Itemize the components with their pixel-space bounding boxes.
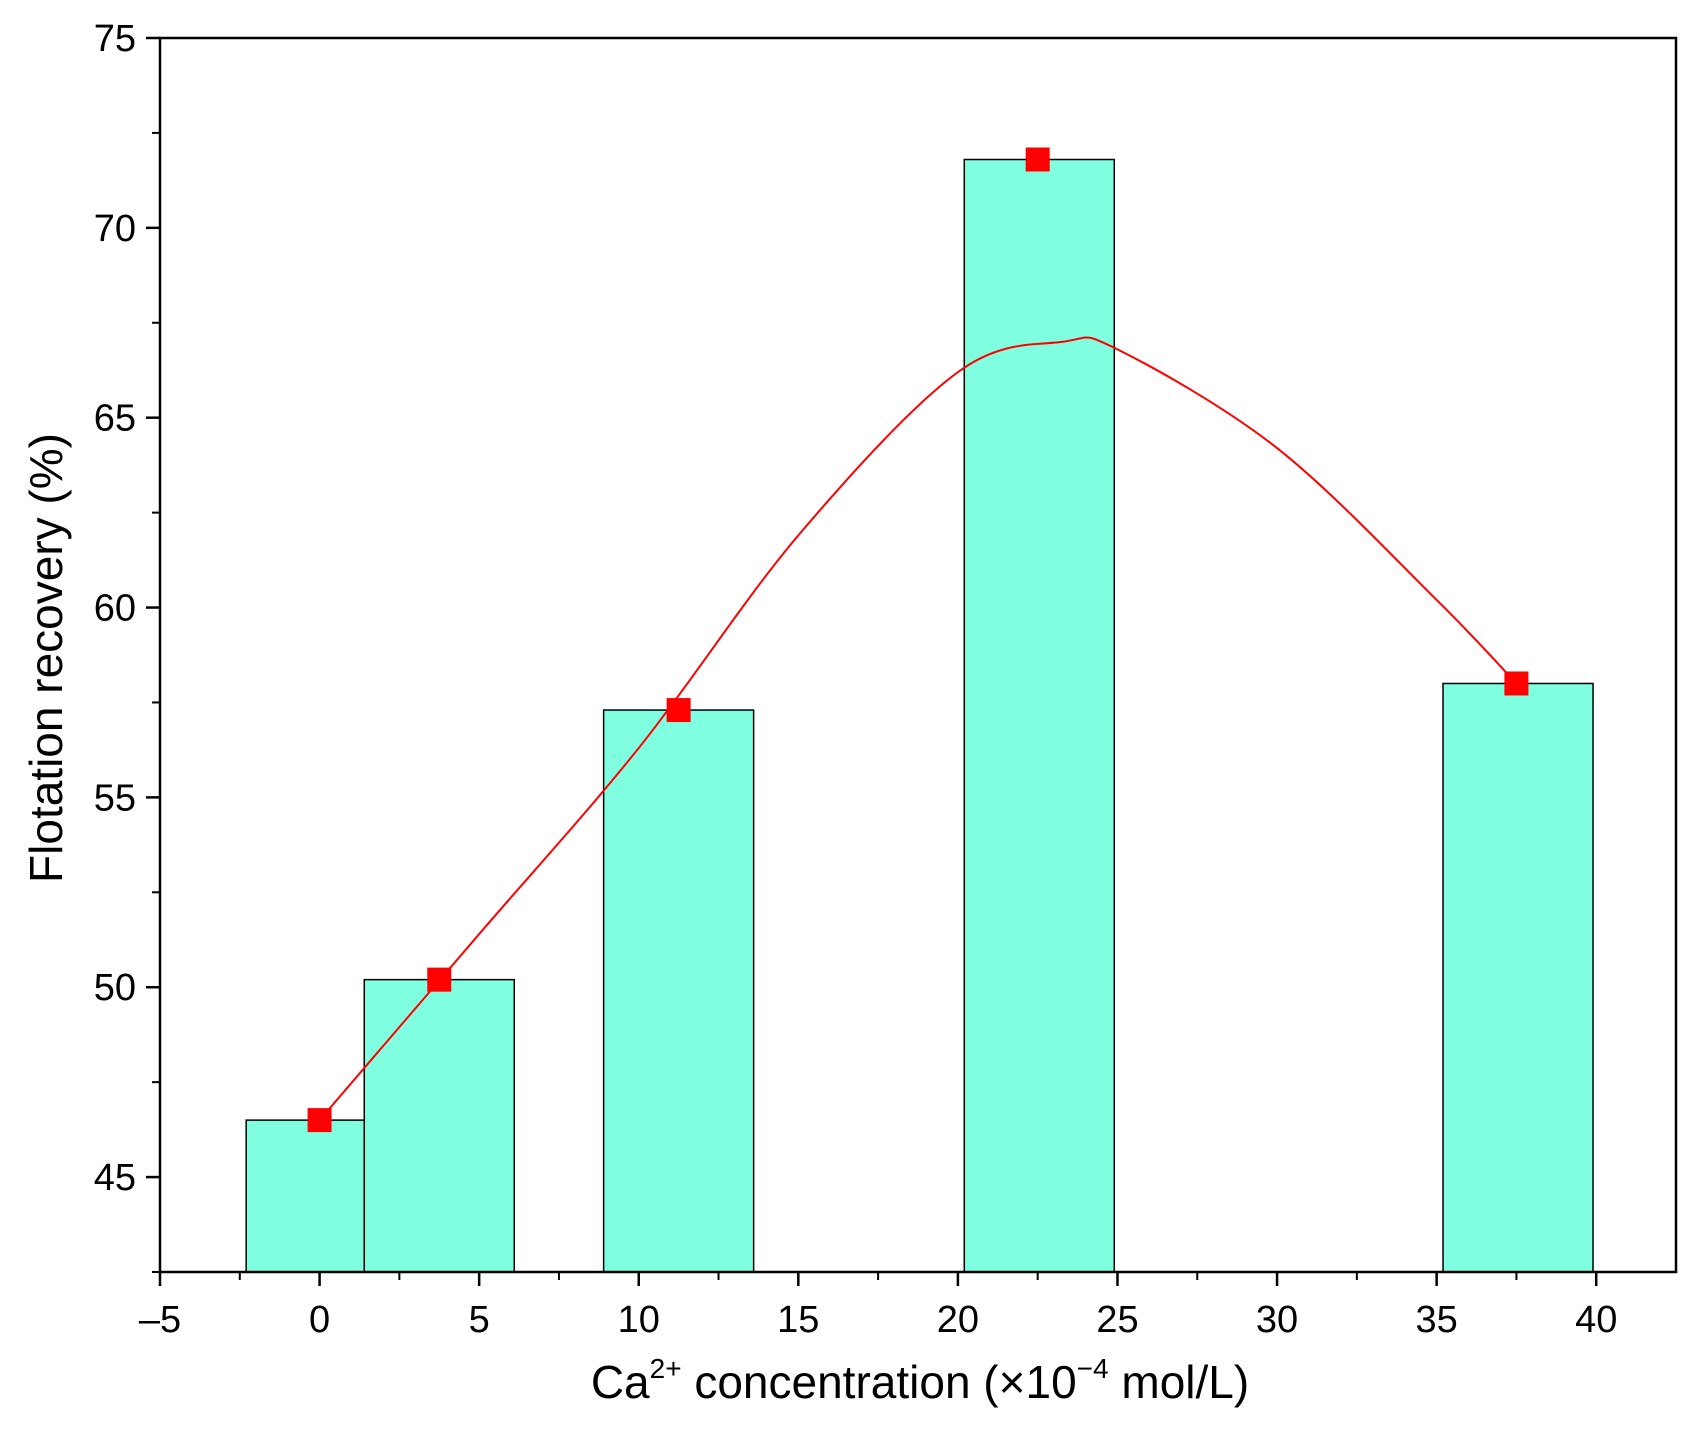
y-tick-label: 75 (94, 18, 136, 60)
x-axis-label: Ca2+ concentration (×10−4 mol/L) (591, 1353, 1249, 1408)
fit-curve (318, 336, 1518, 1121)
x-tick-label: 40 (1575, 1299, 1617, 1341)
data-point-2 (666, 698, 691, 723)
x-tick-label: 10 (618, 1299, 660, 1341)
data-point-4 (1504, 671, 1529, 696)
plot-frame (158, 36, 1678, 1274)
y-tick-label: 55 (94, 777, 136, 819)
y-tick-label: 60 (94, 588, 136, 630)
ticks-layer: –5 0 5 10 15 20 25 30 35 40 45 50 55 60 65 70 75 (94, 18, 1618, 1341)
markers-layer (307, 147, 1529, 1133)
x-tick-label: 5 (469, 1299, 490, 1341)
bar-0 (245, 1119, 366, 1273)
y-tick-label: 45 (94, 1157, 136, 1199)
x-tick-label: 20 (937, 1299, 979, 1341)
axes-layer (158, 36, 1678, 1274)
x-tick-label: –5 (139, 1299, 181, 1341)
data-point-3 (1025, 147, 1050, 172)
fit-curve-layer (318, 336, 1518, 1121)
bar-1 (363, 978, 516, 1273)
x-tick-label: 35 (1415, 1299, 1457, 1341)
bars-layer (245, 158, 1594, 1273)
x-tick-label: 25 (1096, 1299, 1138, 1341)
data-point-0 (307, 1108, 332, 1133)
x-tick-label: 30 (1256, 1299, 1298, 1341)
bar-3 (963, 158, 1116, 1273)
y-tick-label: 65 (94, 398, 136, 440)
x-tick-label: 0 (309, 1299, 330, 1341)
y-tick-label: 50 (94, 967, 136, 1009)
x-tick-label: 15 (777, 1299, 819, 1341)
data-point-1 (427, 967, 452, 992)
y-tick-label: 70 (94, 208, 136, 250)
y-axis-label: Flotation recovery (%) (20, 433, 72, 883)
bar-2 (602, 709, 755, 1273)
bar-4 (1442, 682, 1594, 1273)
